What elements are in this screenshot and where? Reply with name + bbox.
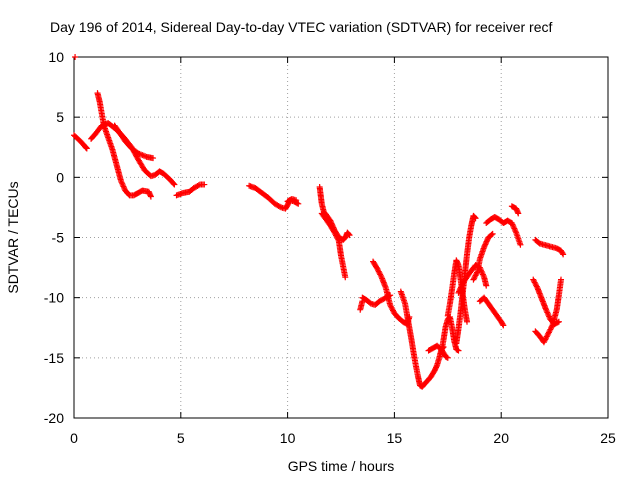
- data-points: [71, 54, 567, 390]
- data-point: [482, 241, 489, 248]
- x-tick-label: 25: [600, 430, 616, 446]
- x-tick-label: 5: [177, 430, 185, 446]
- data-point: [484, 237, 491, 244]
- x-tick-label: 20: [493, 430, 509, 446]
- data-point: [294, 200, 301, 207]
- data-point: [443, 354, 450, 361]
- data-point: [345, 231, 352, 238]
- data-point: [119, 182, 126, 189]
- data-point: [482, 240, 489, 247]
- y-tick-label: -10: [44, 290, 64, 306]
- data-point: [559, 250, 566, 257]
- x-tick-label: 10: [280, 430, 296, 446]
- data-point: [499, 321, 506, 328]
- data-point: [457, 284, 464, 291]
- data-point: [121, 184, 128, 191]
- data-point: [472, 215, 479, 222]
- data-point: [515, 210, 522, 217]
- y-axis-label: SDTVAR / TECUs: [5, 181, 21, 293]
- data-point: [342, 274, 349, 281]
- data-point: [500, 322, 507, 329]
- data-point: [195, 182, 202, 189]
- data-point: [546, 313, 553, 320]
- data-point: [481, 244, 488, 251]
- data-point: [117, 177, 124, 184]
- data-point: [509, 221, 516, 228]
- data-point: [508, 220, 515, 227]
- data-point: [458, 282, 465, 289]
- data-point: [512, 228, 519, 235]
- data-point: [479, 271, 486, 278]
- data-point: [456, 288, 463, 295]
- data-point: [170, 180, 177, 187]
- data-point: [201, 181, 208, 188]
- y-tick-labels: -20 -15 -10 -5 0 5 10: [44, 49, 64, 426]
- data-point: [82, 144, 89, 151]
- grid: [74, 57, 608, 418]
- data-point: [471, 214, 478, 221]
- data-point: [120, 183, 127, 190]
- data-point: [118, 179, 125, 186]
- data-point: [454, 347, 461, 354]
- x-tick-labels: 0 5 10 15 20 25: [70, 430, 616, 446]
- data-point: [510, 224, 517, 231]
- data-point: [510, 222, 517, 229]
- x-axis-label: GPS time / hours: [288, 458, 395, 474]
- data-point: [171, 181, 178, 188]
- chart-title: Day 196 of 2014, Sidereal Day-to-day VTE…: [50, 19, 552, 35]
- y-tick-label: -20: [44, 410, 64, 426]
- axis-ticks: [73, 56, 609, 419]
- y-tick-label: -15: [44, 350, 64, 366]
- data-point: [489, 230, 496, 237]
- data-point: [455, 347, 462, 354]
- y-tick-label: 0: [56, 169, 64, 185]
- data-point: [346, 232, 353, 239]
- data-point: [543, 306, 550, 313]
- data-point: [150, 155, 157, 162]
- y-tick-label: 10: [48, 49, 64, 65]
- data-point: [455, 289, 462, 296]
- data-point: [543, 308, 550, 315]
- data-point: [444, 354, 451, 361]
- data-point: [560, 251, 567, 258]
- data-point: [555, 318, 562, 325]
- data-point: [295, 200, 302, 207]
- x-tick-label: 15: [387, 430, 403, 446]
- data-point: [456, 287, 463, 294]
- y-tick-label: -5: [52, 230, 65, 246]
- data-point: [293, 197, 300, 204]
- data-point: [488, 231, 495, 238]
- data-point: [511, 226, 518, 233]
- data-point: [481, 242, 488, 249]
- data-point: [276, 203, 283, 210]
- data-point: [147, 193, 154, 200]
- data-point: [119, 180, 126, 187]
- data-point: [359, 298, 366, 305]
- data-point: [483, 282, 490, 289]
- data-point: [479, 270, 486, 277]
- data-point: [480, 272, 487, 279]
- data-point: [464, 318, 471, 325]
- x-tick-label: 0: [70, 430, 78, 446]
- data-point: [72, 54, 79, 60]
- data-point: [511, 225, 518, 232]
- data-point: [558, 276, 565, 283]
- y-tick-label: 5: [56, 109, 64, 125]
- data-point: [457, 285, 464, 292]
- data-point: [517, 241, 524, 248]
- data-point: [483, 238, 490, 245]
- data-point: [544, 309, 551, 316]
- data-point: [545, 312, 552, 319]
- data-point: [544, 310, 551, 317]
